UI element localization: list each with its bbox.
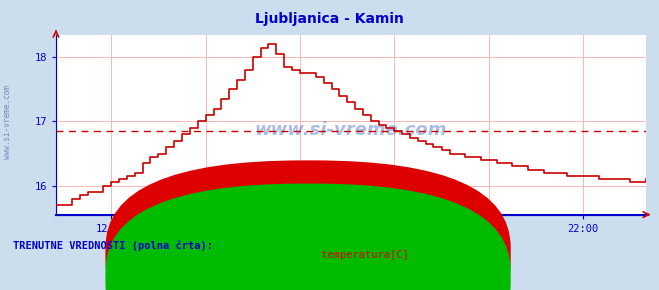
Text: TRENUTNE VREDNOSTI (polna črta):: TRENUTNE VREDNOSTI (polna črta): xyxy=(13,241,213,251)
Text: Ljubljanica - Kamin: Ljubljanica - Kamin xyxy=(255,12,404,26)
Text: www.si-vreme.com: www.si-vreme.com xyxy=(254,121,447,139)
Text: pretok[m3/s]: pretok[m3/s] xyxy=(315,273,396,283)
Text: temperatura[C]: temperatura[C] xyxy=(315,250,409,260)
Text: www.si-vreme.com: www.si-vreme.com xyxy=(3,85,13,159)
